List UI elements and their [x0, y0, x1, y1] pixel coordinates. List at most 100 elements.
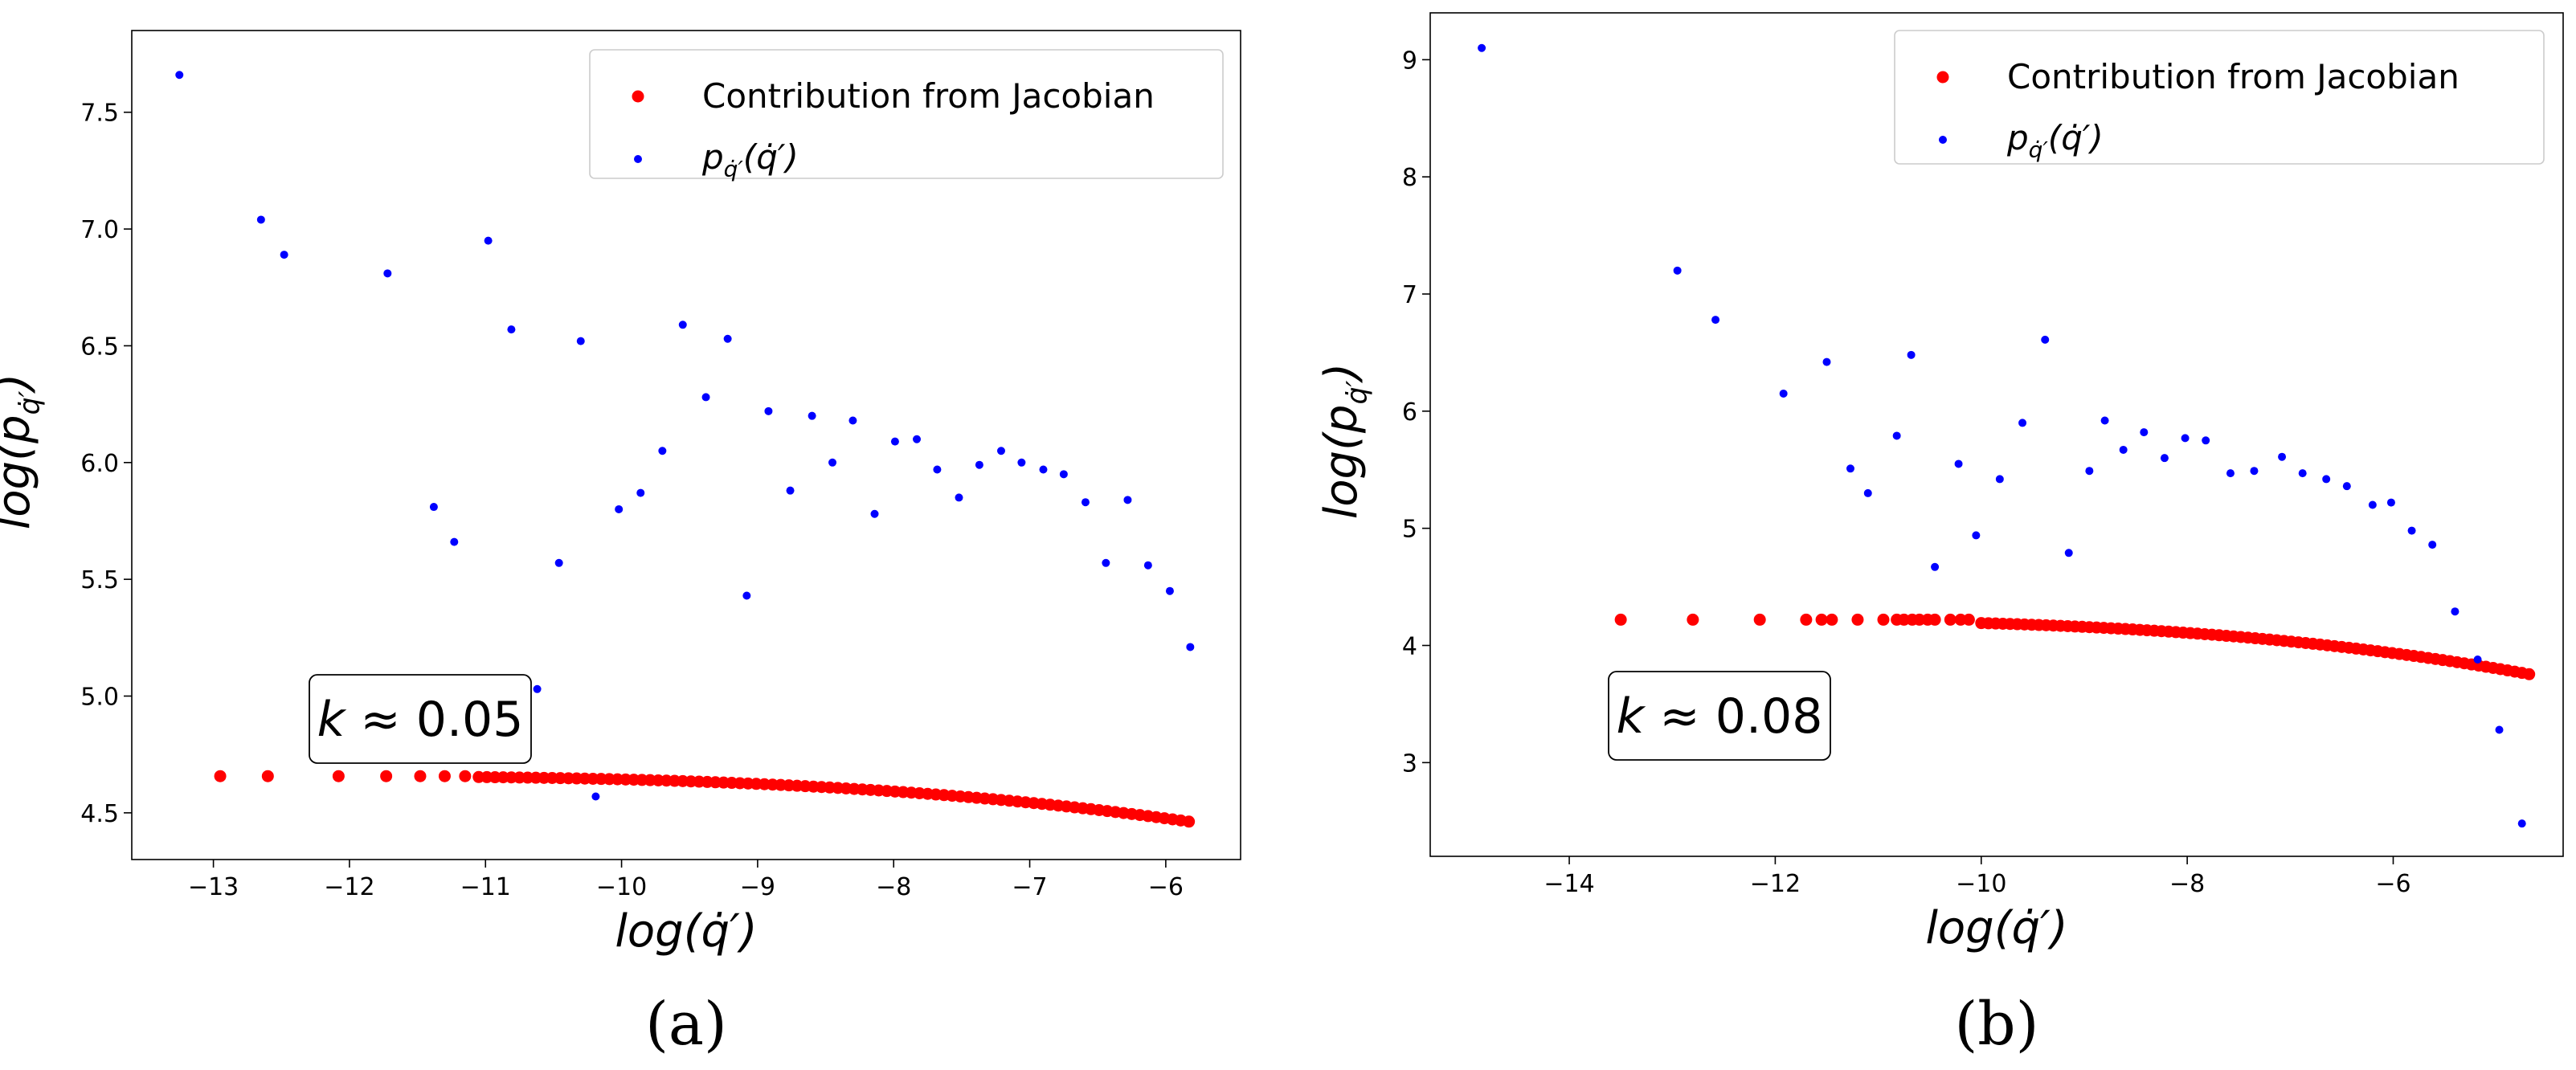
pdf-point: [1907, 350, 1916, 359]
pdf-point: [2202, 436, 2210, 445]
legend-marker-pdf: [634, 155, 642, 163]
pdf-point: [1892, 431, 1901, 440]
pdf-point: [280, 251, 288, 259]
y-tick-label: 6: [1402, 398, 1417, 427]
x-tick-label: −8: [876, 873, 911, 901]
jacobian-point: [2523, 668, 2536, 680]
x-tick-label: −12: [1750, 870, 1801, 898]
pdf-point: [828, 458, 837, 467]
k-annotation-box: [1608, 671, 1831, 761]
y-tick-label: 4: [1402, 633, 1417, 661]
pdf-point: [2041, 335, 2050, 344]
jacobian-point: [1954, 613, 1967, 626]
pdf-point: [1822, 357, 1831, 366]
jacobian-point: [1928, 613, 1941, 626]
legend-marker-jacobian: [1936, 71, 1949, 84]
x-tick-label: −10: [596, 873, 647, 901]
jacobian-point: [1826, 613, 1838, 626]
jacobian-point: [1800, 613, 1813, 626]
pdf-point: [576, 337, 585, 345]
pdf-point: [2368, 500, 2377, 509]
y-tick-label: 5.5: [80, 566, 119, 594]
jacobian-point: [332, 770, 345, 782]
pdf-point: [1039, 465, 1048, 474]
pdf-point: [2386, 498, 2395, 507]
jacobian-point: [1815, 613, 1828, 626]
x-tick-label: −6: [2375, 870, 2410, 898]
pdf-point: [2407, 526, 2416, 535]
pdf-point: [1186, 643, 1195, 651]
pdf-point: [2160, 454, 2169, 463]
pdf-point: [615, 504, 624, 513]
pdf-point: [1779, 389, 1788, 398]
pdf-point: [1059, 470, 1068, 479]
x-tick-label: −10: [1956, 870, 2006, 898]
jacobian-point: [1913, 613, 1926, 626]
y-tick-label: 7.5: [80, 100, 119, 128]
y-axis-label: log(pq̇′): [1315, 363, 1373, 520]
jacobian-point: [1183, 815, 1196, 828]
pdf-point: [2181, 434, 2190, 443]
pdf-point: [1102, 558, 1110, 567]
pdf-point: [2517, 819, 2526, 828]
y-tick-label: 5.0: [80, 684, 119, 712]
pdf-point: [636, 488, 645, 497]
x-tick-label: −13: [188, 873, 239, 901]
panel-label: (b): [1954, 990, 2038, 1059]
y-tick-label: 6.5: [80, 333, 119, 361]
jacobian-point: [1753, 613, 1766, 626]
pdf-point: [450, 537, 459, 546]
legend: [589, 49, 1224, 179]
pdf-point: [2085, 467, 2094, 476]
pdf-point: [2495, 725, 2504, 734]
jacobian-point: [261, 770, 274, 782]
legend-label-jacobian: Contribution from Jacobian: [2007, 57, 2459, 96]
panel-label: (a): [645, 990, 727, 1059]
pdf-point: [383, 269, 392, 278]
jacobian-point: [1962, 613, 1975, 626]
chart-panel-b: −14 −12 −10 −8 −6 3 4 5 6 7 8 9 log(q̇′) log(pq̇′) k ≈…: [1315, 12, 2564, 1059]
pdf-point: [913, 435, 922, 443]
jacobian-point: [214, 770, 227, 782]
pdf-point: [2298, 469, 2307, 478]
pdf-point: [933, 465, 942, 474]
k-annotation: k ≈ 0.05: [317, 692, 524, 748]
pdf-point: [256, 215, 265, 224]
y-tick-label: 3: [1402, 749, 1417, 778]
pdf-point: [2119, 445, 2128, 454]
y-tick-label: 6.0: [80, 450, 119, 478]
pdf-point: [1995, 475, 2004, 484]
jacobian-point: [1944, 613, 1957, 626]
y-tick-label: 7: [1402, 281, 1417, 309]
legend-label-jacobian: Contribution from Jacobian: [702, 76, 1155, 116]
x-tick-label: −9: [740, 873, 775, 901]
pdf-point: [1863, 488, 1872, 497]
pdf-point: [2140, 428, 2149, 437]
jacobian-point: [1877, 613, 1890, 626]
pdf-point: [870, 509, 879, 518]
pdf-point: [1711, 316, 1720, 325]
pdf-point: [996, 447, 1005, 455]
legend-label-pdf: pq̇′(q̇′): [2006, 118, 2104, 163]
pdf-point: [2278, 452, 2287, 461]
pdf-point: [2451, 607, 2459, 616]
pdf-point: [1123, 496, 1132, 504]
pdf-point: [2322, 475, 2331, 484]
pdf-point: [591, 792, 600, 801]
jacobian-point: [438, 770, 451, 782]
pdf-point: [848, 416, 857, 425]
pdf-point: [2342, 482, 2351, 491]
jacobian-point: [459, 770, 472, 782]
pdf-point: [723, 334, 732, 343]
pdf-point: [2226, 469, 2235, 478]
x-tick-label: −6: [1148, 873, 1184, 901]
pdf-point: [1017, 458, 1026, 467]
pdf-point: [1081, 498, 1090, 507]
chart-panel-a: −13 −12 −11 −10 −9 −8 −7 −6 4.5 5.0 5.5 6.0 6.5 7.0 7.…: [0, 30, 1241, 1059]
jacobian-point: [1614, 613, 1627, 626]
pdf-point: [1165, 586, 1174, 595]
y-axis-label: log(pq̇′): [0, 374, 46, 530]
legend-marker-pdf: [1939, 136, 1947, 144]
pdf-point: [2064, 549, 2073, 557]
